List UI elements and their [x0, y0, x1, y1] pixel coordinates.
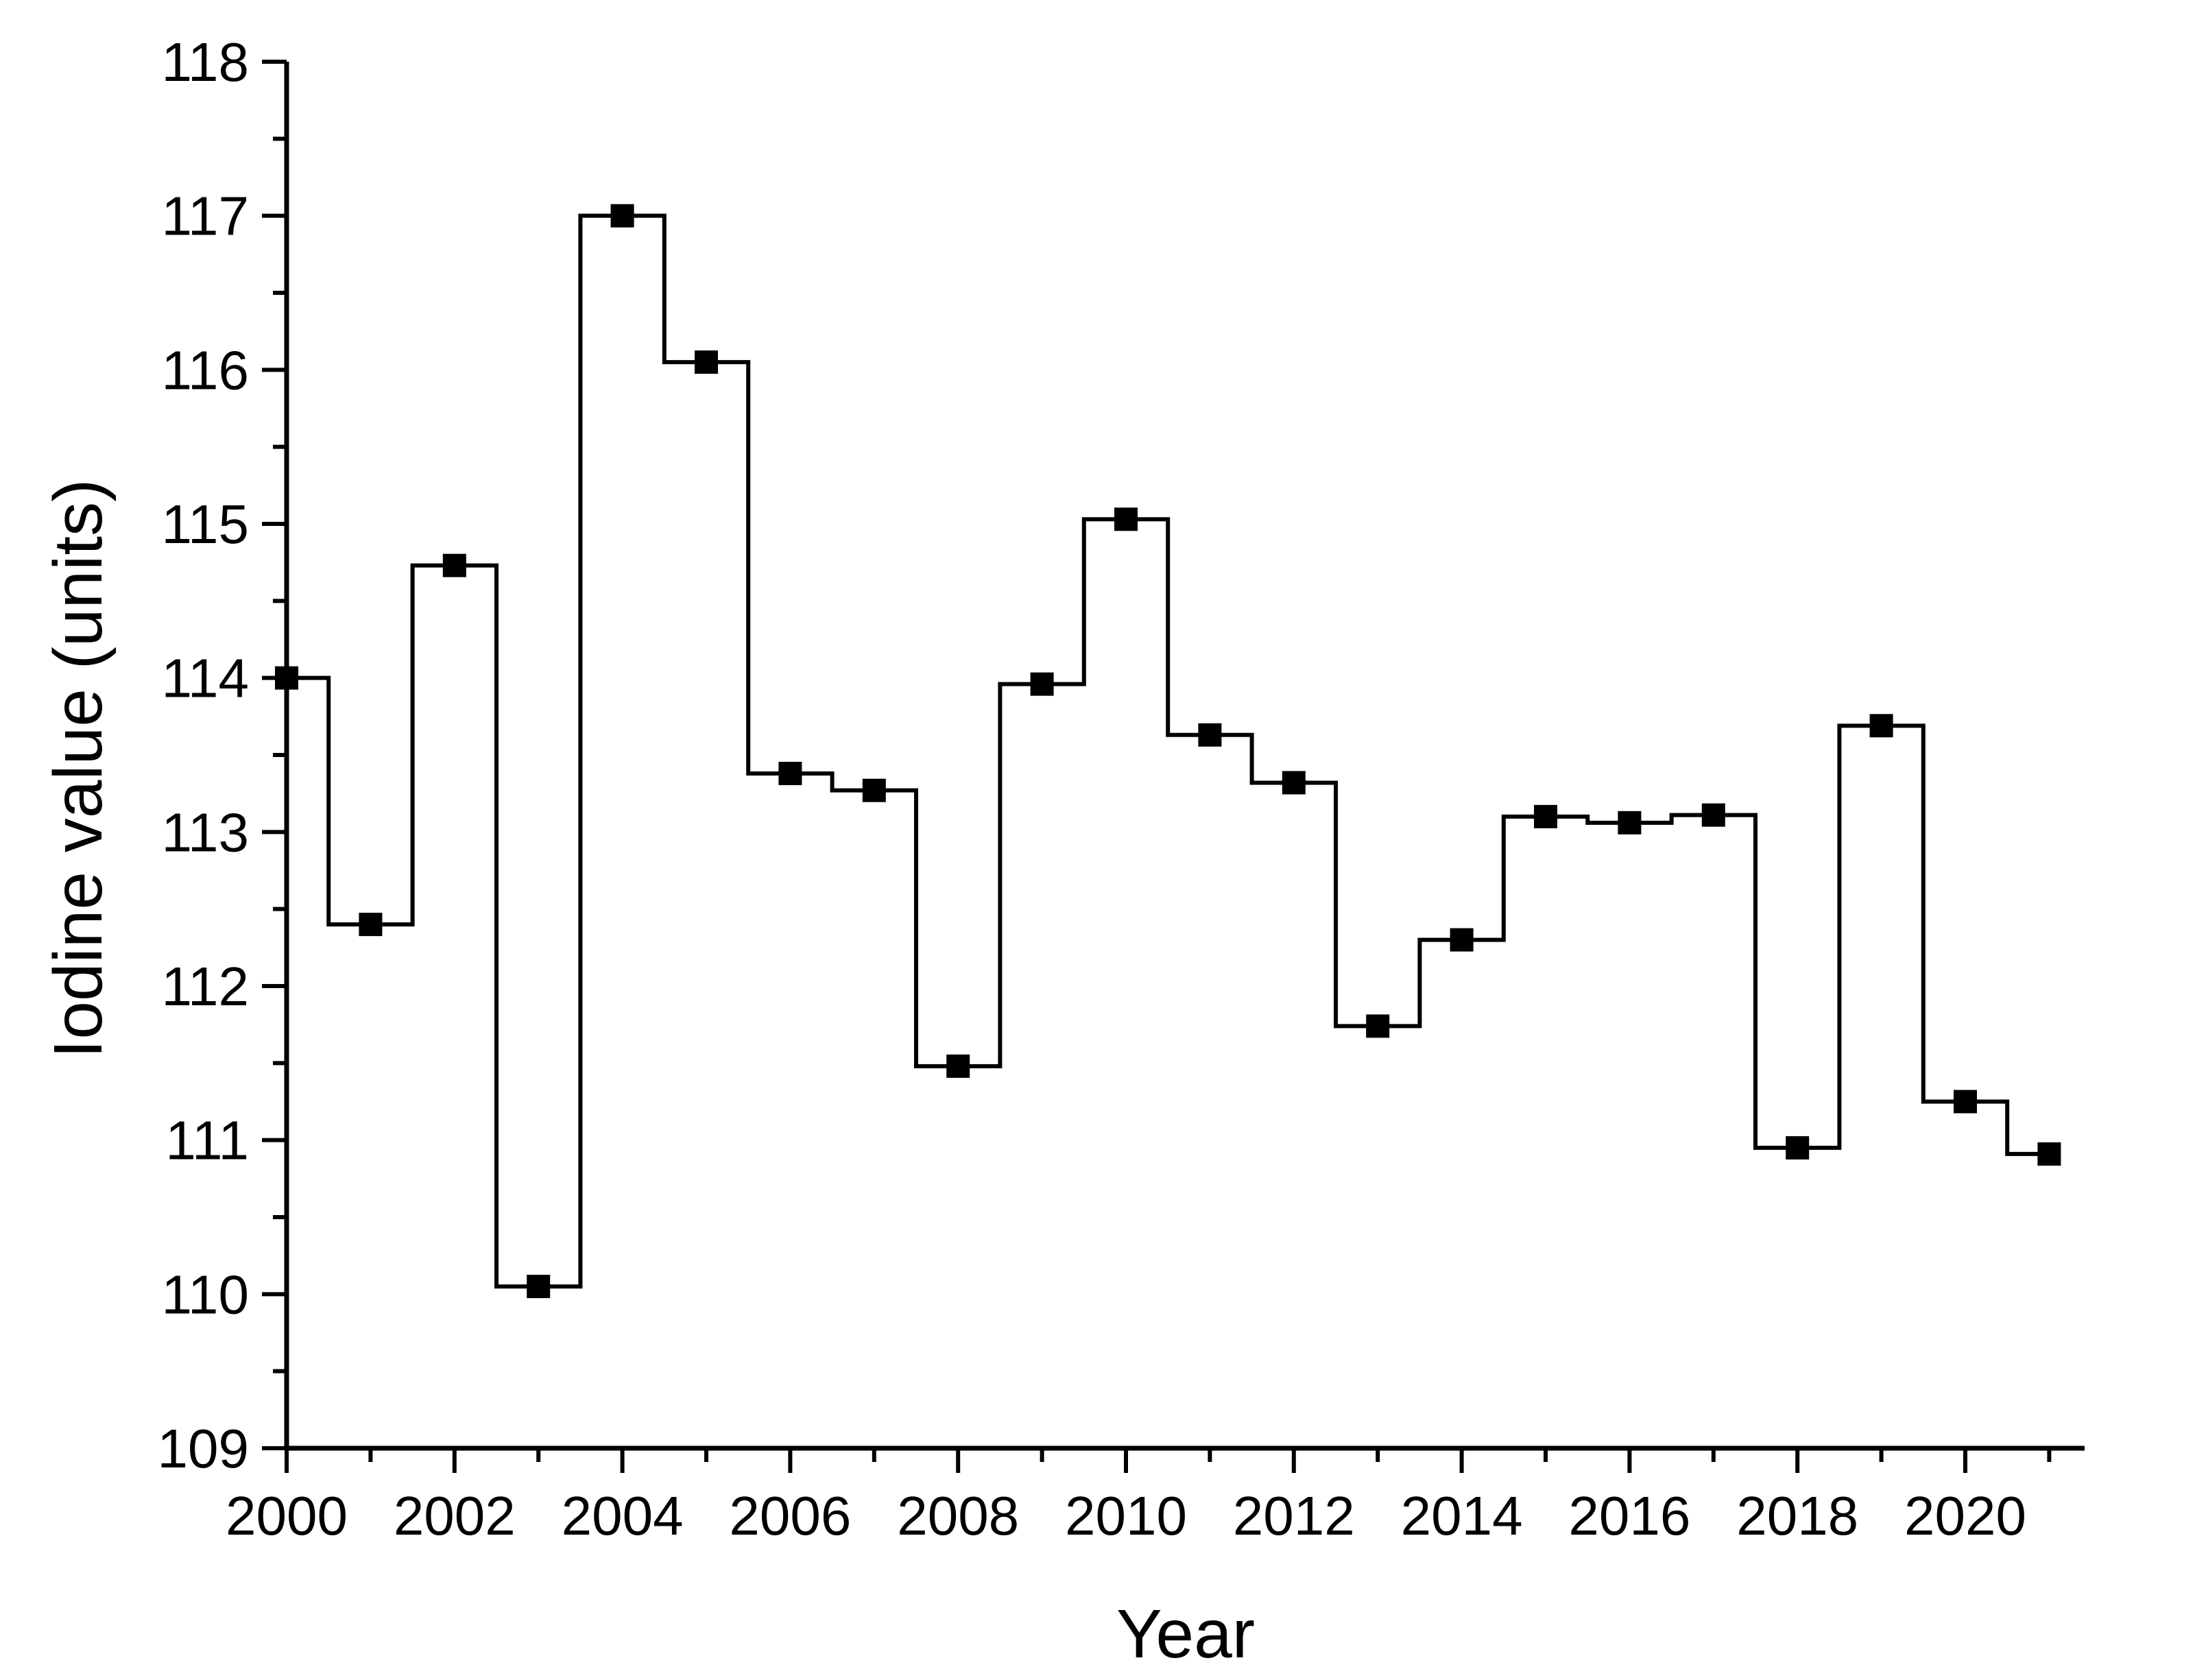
x-tick-label: 2018	[1736, 1485, 1858, 1546]
x-tick-label: 2012	[1233, 1485, 1355, 1546]
data-point-marker	[527, 1275, 551, 1299]
data-point-marker	[1366, 1014, 1390, 1038]
data-point-marker	[1701, 803, 1725, 827]
data-point-marker	[778, 761, 802, 785]
data-point-marker	[2037, 1142, 2061, 1166]
y-tick-label: 116	[161, 339, 249, 400]
y-tick-label: 115	[161, 494, 249, 555]
data-point-marker	[1954, 1090, 1977, 1114]
y-tick-label: 111	[165, 1110, 249, 1171]
data-point-marker	[1030, 672, 1054, 696]
x-tick-label: 2006	[729, 1485, 851, 1546]
x-tick-label: 2016	[1568, 1485, 1690, 1546]
data-point-marker	[610, 204, 634, 228]
x-tick-label: 2010	[1065, 1485, 1187, 1546]
data-point-marker	[1869, 714, 1893, 738]
y-tick-label: 112	[161, 956, 249, 1017]
y-tick-label: 110	[161, 1264, 249, 1325]
data-point-marker	[1786, 1136, 1810, 1160]
x-axis-title: Year	[1116, 1596, 1255, 1672]
x-tick-label: 2020	[1904, 1485, 2026, 1546]
data-point-marker	[1282, 771, 1306, 795]
data-point-marker	[946, 1054, 970, 1078]
x-tick-label: 2008	[897, 1485, 1019, 1546]
x-tick-label: 2002	[394, 1485, 516, 1546]
y-tick-label: 113	[161, 802, 249, 863]
data-markers	[275, 204, 2061, 1299]
data-point-marker	[1198, 723, 1222, 747]
data-point-marker	[862, 778, 886, 802]
data-point-marker	[695, 350, 718, 374]
y-tick-label: 118	[161, 32, 249, 93]
data-point-marker	[442, 553, 466, 577]
plot-area	[275, 204, 2061, 1299]
y-axis-ticks: 109 110 111 112 113 114 115 116 117 118	[158, 32, 287, 1479]
data-point-marker	[1618, 811, 1642, 835]
y-axis-title: Iodine value (units)	[40, 479, 117, 1059]
x-tick-label: 2004	[562, 1485, 684, 1546]
data-point-marker	[359, 913, 383, 937]
x-tick-label: 2000	[226, 1485, 348, 1546]
data-point-marker	[1450, 928, 1474, 952]
data-point-marker	[1114, 507, 1138, 531]
y-tick-label: 109	[158, 1418, 249, 1479]
y-tick-label: 117	[161, 186, 249, 247]
x-tick-label: 2014	[1401, 1485, 1523, 1546]
x-axis-ticks: 2000 2002 2004 2006 2008 2010 2012 2014 2016 2018…	[226, 1448, 2052, 1546]
y-tick-label: 114	[161, 648, 249, 709]
axes: 2000 2002 2004 2006 2008 2010 2012 2014 2016 2018…	[158, 32, 2085, 1546]
data-point-marker	[1534, 804, 1557, 828]
series-step-line	[287, 213, 2050, 1289]
